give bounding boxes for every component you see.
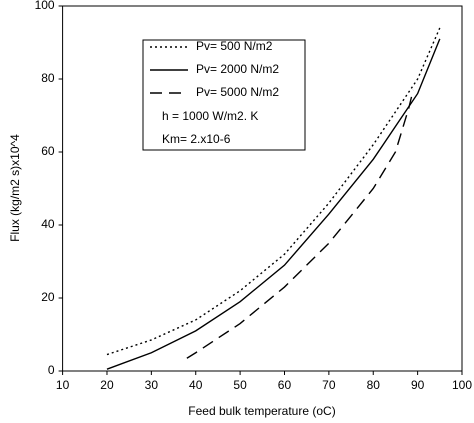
y-tick-label: 60	[41, 144, 55, 158]
annotation: Km= 2.x10-6	[162, 132, 231, 146]
y-tick-label: 100	[35, 0, 55, 12]
x-tick-label: 40	[189, 378, 203, 392]
x-tick-label: 50	[233, 378, 247, 392]
x-tick-label: 10	[56, 378, 70, 392]
x-tick-label: 30	[145, 378, 159, 392]
y-tick-label: 20	[41, 290, 55, 304]
x-tick-label: 90	[411, 378, 425, 392]
legend-label: Pv= 5000 N/m2	[196, 85, 279, 99]
y-tick-label: 0	[48, 363, 55, 377]
x-tick-label: 80	[367, 378, 381, 392]
annotation: h = 1000 W/m2. K	[162, 109, 258, 123]
x-tick-label: 70	[322, 378, 336, 392]
y-tick-label: 80	[41, 71, 55, 85]
plot-frame	[62, 5, 463, 372]
x-tick-label: 100	[452, 378, 472, 392]
x-axis-label: Feed bulk temperature (oC)	[188, 404, 335, 418]
line	[106, 27, 441, 356]
y-axis-label: Flux (kg/m2 s)x10^4	[8, 134, 22, 242]
legend-box	[142, 39, 306, 151]
x-tick-label: 60	[278, 378, 292, 392]
line	[186, 89, 414, 359]
y-tick-label: 40	[41, 217, 55, 231]
legend-label: Pv= 500 N/m2	[196, 39, 273, 53]
line	[106, 38, 441, 370]
legend-label: Pv= 2000 N/m2	[196, 62, 279, 76]
x-tick-label: 20	[100, 378, 114, 392]
